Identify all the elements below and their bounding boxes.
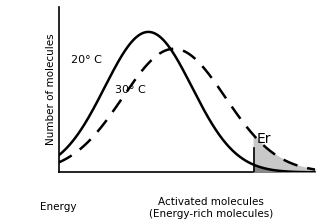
Text: Er: Er [257,132,271,147]
Text: Activated molecules
(Energy-rich molecules): Activated molecules (Energy-rich molecul… [149,197,273,219]
Text: 20° C: 20° C [72,55,102,65]
Y-axis label: Number of molecules: Number of molecules [46,34,56,145]
Text: 30° C: 30° C [115,84,146,95]
Text: Energy: Energy [40,202,77,212]
